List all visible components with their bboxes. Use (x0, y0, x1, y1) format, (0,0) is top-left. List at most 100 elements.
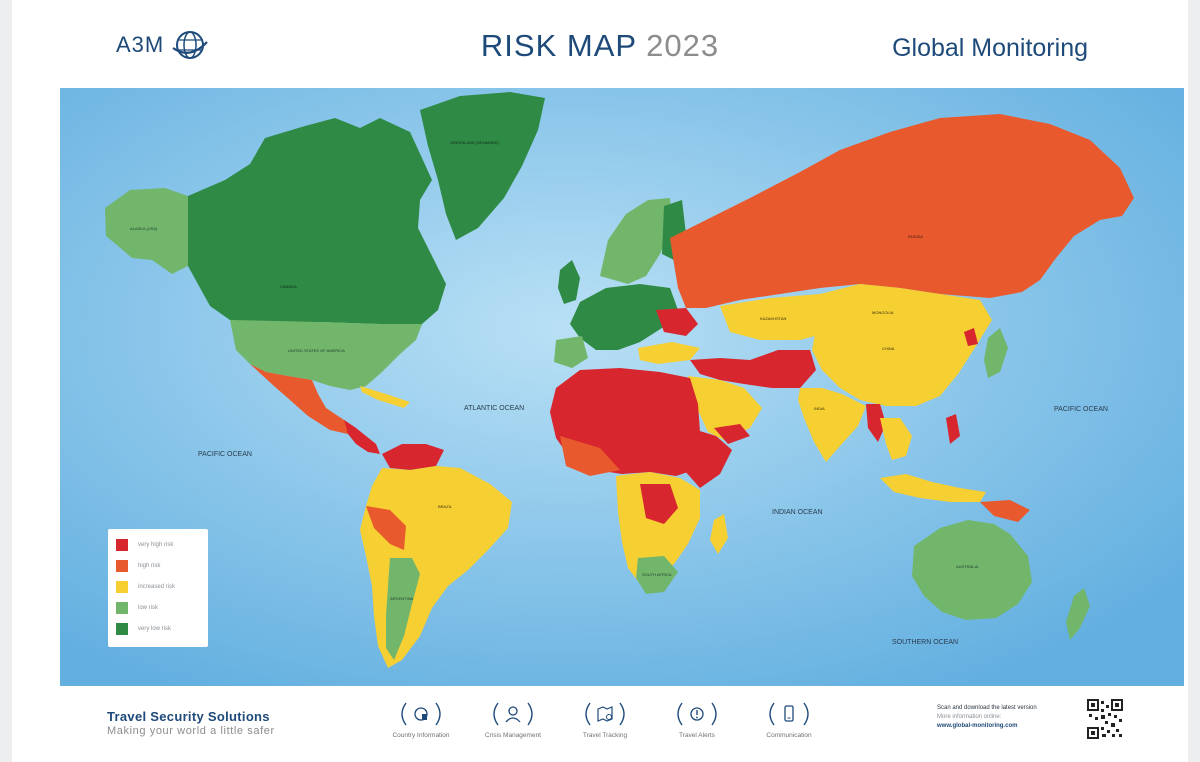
header: A3M RISK MAP 2023 Global Monitoring (12, 0, 1188, 88)
region-indonesia (880, 474, 986, 502)
travel-tracking-icon (585, 702, 625, 726)
globe-logo-icon (172, 31, 209, 59)
risk-map-poster: A3M RISK MAP 2023 Global Monitoring (12, 0, 1188, 762)
region-greenland (420, 92, 545, 240)
region-mongolia (850, 298, 936, 326)
label-usa: UNITED STATES OF AMERICA (288, 348, 345, 353)
region-ukraine (656, 308, 698, 336)
crisis-management-icon (493, 702, 533, 726)
qr-code-icon[interactable] (1087, 699, 1123, 739)
legend-swatch (116, 560, 128, 572)
label-russia: RUSSIA (908, 234, 923, 239)
region-madagascar (710, 514, 728, 554)
legend-item-very-low: very low risk (116, 623, 171, 635)
logo-text: A3M (116, 32, 165, 57)
region-india (798, 388, 866, 462)
footer-tagline: Making your world a little safer (107, 725, 275, 737)
region-west-africa (560, 436, 620, 476)
communication-icon (769, 702, 809, 726)
region-uk (558, 260, 580, 304)
world-map-svg: ATLANTIC OCEAN PACIFIC OCEAN INDIAN OCEA… (60, 88, 1184, 686)
region-new-zealand (1066, 588, 1090, 640)
region-central-america (344, 420, 380, 454)
footer: Travel Security Solutions Making your wo… (12, 686, 1188, 762)
label-india: INDIA (814, 406, 825, 411)
website-link[interactable]: www.global-monitoring.com (937, 723, 1018, 729)
region-australia (912, 520, 1032, 620)
legend-label: high risk (138, 563, 161, 569)
service-travel-tracking[interactable]: Travel Tracking (563, 700, 647, 739)
region-alaska (105, 188, 188, 274)
region-kazakhstan (720, 294, 840, 340)
service-label: Travel Alerts (679, 732, 715, 739)
region-arabia (688, 376, 762, 440)
region-papua (980, 500, 1030, 522)
service-travel-alerts[interactable]: Travel Alerts (655, 700, 739, 739)
legend-swatch (116, 602, 128, 614)
label-atlantic-ocean: ATLANTIC OCEAN (464, 405, 524, 412)
label-kazakhstan: KAZAKHSTAN (760, 316, 786, 321)
service-communication[interactable]: Communication (747, 700, 831, 739)
region-scandinavia (600, 198, 672, 284)
label-south-africa: SOUTH AFRICA (642, 572, 672, 577)
region-philippines (946, 414, 960, 444)
label-mongolia: MONGOLIA (872, 310, 894, 315)
legend-item-very-high: very high risk (116, 539, 173, 551)
label-canada: CANADA (280, 284, 297, 289)
label-greenland: GREENLAND (DENMARK) (450, 140, 499, 145)
label-pacific-ocean-west: PACIFIC OCEAN (198, 451, 252, 458)
region-mexico (250, 364, 356, 434)
region-europe-west (570, 284, 678, 350)
legend-item-low: low risk (116, 602, 158, 614)
service-crisis-management[interactable]: Crisis Management (471, 700, 555, 739)
region-turkey (638, 342, 700, 364)
brand-name: Global Monitoring (892, 34, 1088, 62)
legend-label: very low risk (138, 626, 172, 632)
label-alaska: ALASKA (USA) (130, 226, 158, 231)
region-south-africa (636, 556, 678, 594)
label-australia: AUSTRALIA (956, 564, 979, 569)
region-central-africa (616, 472, 700, 584)
title-main: RISK MAP (480, 28, 637, 63)
risk-legend: very high risk high risk increased risk … (108, 529, 208, 647)
page-title: RISK MAP 2023 (12, 28, 1188, 64)
a3m-logo: A3M (116, 30, 210, 60)
label-southern-ocean: SOUTHERN OCEAN (892, 639, 958, 646)
legend-item-increased: increased risk (116, 581, 175, 593)
region-horn-of-africa (684, 428, 732, 488)
footer-title: Travel Security Solutions (107, 709, 270, 724)
region-dr-congo (640, 484, 678, 524)
legend-label: very high risk (138, 542, 174, 548)
region-middle-east (690, 350, 816, 388)
service-label: Crisis Management (485, 732, 541, 739)
more-info-text: More information online: (937, 714, 1002, 720)
label-indian-ocean: INDIAN OCEAN (772, 509, 823, 516)
region-russia (670, 114, 1134, 308)
service-country-information[interactable]: Country Information (379, 700, 463, 739)
region-canada (188, 118, 446, 324)
region-myanmar (866, 404, 886, 442)
travel-alerts-icon (677, 702, 717, 726)
region-yemen (714, 424, 750, 444)
region-north-korea (964, 328, 978, 346)
title-year: 2023 (646, 28, 720, 63)
service-label: Travel Tracking (582, 732, 628, 739)
scan-text: Scan and download the latest version (937, 705, 1037, 711)
label-argentina: ARGENTINA (390, 596, 414, 601)
label-brazil: BRAZIL (438, 504, 453, 509)
region-usa (230, 320, 422, 390)
legend-label: increased risk (138, 584, 176, 590)
label-china: CHINA (882, 346, 895, 351)
service-label: Communication (766, 732, 812, 739)
region-japan (984, 328, 1008, 378)
label-pacific-ocean-east: PACIFIC OCEAN (1054, 406, 1108, 413)
region-argentina (386, 558, 420, 660)
legend-swatch (116, 539, 128, 551)
download-info: Scan and download the latest version Mor… (937, 704, 1037, 731)
region-venezuela-colombia (382, 444, 444, 470)
region-iberia (554, 336, 588, 368)
world-map: ATLANTIC OCEAN PACIFIC OCEAN INDIAN OCEA… (60, 88, 1184, 686)
service-label: Country Information (392, 732, 450, 739)
legend-swatch (116, 581, 128, 593)
region-peru-bolivia (366, 506, 406, 550)
